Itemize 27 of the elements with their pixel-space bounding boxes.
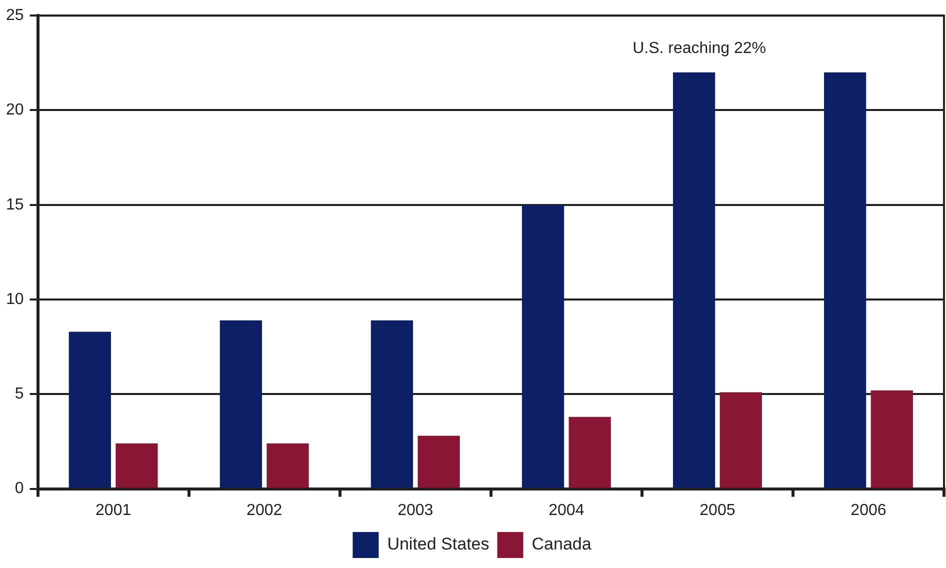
- bar: [824, 72, 866, 488]
- x-tick-label: 2006: [850, 502, 886, 519]
- y-tick-label: 5: [14, 386, 24, 403]
- bar: [266, 443, 309, 488]
- bar: [870, 390, 913, 488]
- bar: [672, 72, 716, 488]
- y-tick-label: 25: [6, 7, 24, 24]
- bar: [116, 443, 158, 488]
- bar: [370, 320, 414, 488]
- bar: [418, 436, 460, 488]
- bar: [220, 320, 262, 488]
- y-tick-label: 10: [6, 290, 24, 308]
- y-tick-label: 0: [14, 480, 24, 498]
- y-tick-label: 20: [6, 102, 24, 119]
- bar: [68, 332, 111, 488]
- x-tick-label: 2003: [398, 502, 434, 519]
- x-tick-label: 2005: [700, 502, 736, 519]
- bar: [568, 416, 611, 488]
- x-tick-label: 2001: [96, 502, 132, 519]
- x-tick-label: 2002: [246, 502, 282, 519]
- bar: [522, 204, 564, 488]
- legend-label: United States: [387, 534, 490, 554]
- legend-label: Canada: [532, 534, 592, 554]
- annotation: U.S. reaching 22%: [632, 40, 766, 58]
- y-tick-label: 15: [6, 196, 24, 214]
- bar: [720, 392, 762, 488]
- x-tick-label: 2004: [548, 502, 584, 519]
